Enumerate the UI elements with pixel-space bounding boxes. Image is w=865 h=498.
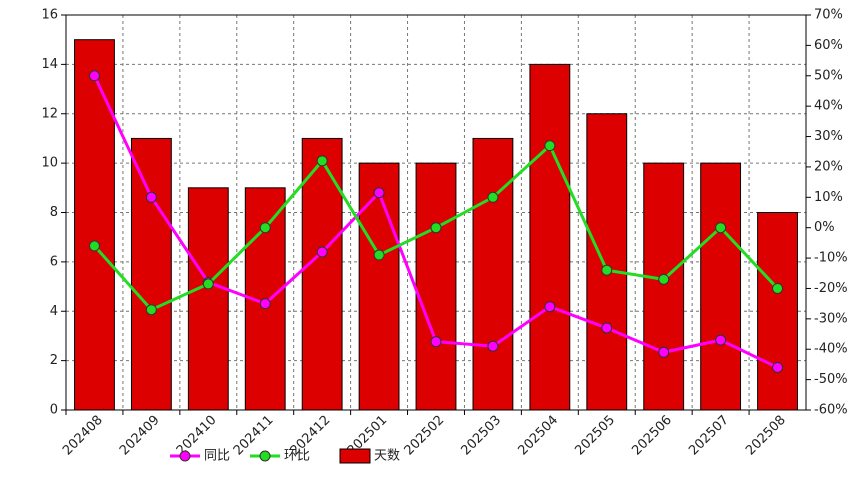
y-tick-label: 10 — [41, 156, 58, 171]
y-tick-label: 6 — [50, 254, 58, 269]
y2-tick-label: 10% — [814, 190, 843, 205]
line-marker — [259, 298, 271, 310]
bar — [586, 113, 628, 411]
legend-label: 同比 — [204, 449, 230, 464]
line-marker — [715, 334, 727, 346]
y2-tick-label: 50% — [814, 68, 843, 83]
y2-tick-label: -10% — [814, 251, 848, 266]
x-tick-label: 202502 — [402, 413, 448, 459]
x-tick-label: 202504 — [515, 413, 561, 459]
x-tick-label: 202508 — [743, 413, 789, 459]
legend-swatch — [339, 448, 371, 464]
bar — [358, 162, 400, 411]
line-marker — [487, 191, 499, 203]
legend-marker — [259, 450, 271, 462]
line-marker — [715, 222, 727, 234]
y2-tick-label: 60% — [814, 38, 843, 53]
line-marker — [316, 155, 328, 167]
line-marker — [772, 282, 784, 294]
x-tick-label: 202411 — [231, 413, 277, 459]
line-marker — [601, 322, 613, 334]
y2-tick-label: -50% — [814, 372, 848, 387]
x-tick-label: 202506 — [629, 413, 675, 459]
y-tick-label: 8 — [50, 205, 58, 220]
line-marker — [658, 346, 670, 358]
bar — [74, 39, 115, 411]
y-tick-label: 0 — [50, 403, 58, 418]
y2-tick-label: 70% — [814, 8, 843, 23]
line-marker — [373, 187, 385, 199]
line-marker — [430, 222, 442, 234]
y2-tick-label: -60% — [814, 403, 848, 418]
line-marker — [487, 340, 499, 352]
line-marker — [373, 249, 385, 261]
plot-frame — [65, 14, 807, 411]
x-tick-label: 202505 — [572, 413, 618, 459]
y2-tick-label: 40% — [814, 99, 843, 114]
y-tick-label: 4 — [50, 304, 58, 319]
legend-label: 天数 — [374, 449, 400, 464]
x-tick-label: 202408 — [60, 413, 106, 459]
y2-tick-label: 30% — [814, 129, 843, 144]
y2-tick-label: 20% — [814, 159, 843, 174]
bar — [472, 137, 514, 411]
bar — [130, 137, 172, 411]
y2-tick-label: -40% — [814, 342, 848, 357]
line-marker — [544, 140, 556, 152]
y-tick-label: 14 — [41, 57, 58, 72]
bar — [643, 162, 685, 411]
line-marker — [601, 264, 613, 276]
y2-tick-label: 0% — [814, 220, 835, 235]
line-marker — [259, 222, 271, 234]
y2-tick-label: -20% — [814, 281, 848, 296]
line-marker — [145, 304, 157, 316]
line-marker — [772, 361, 784, 373]
y-tick-label: 12 — [41, 106, 58, 121]
line-marker — [88, 240, 100, 252]
y-tick-label: 2 — [50, 353, 58, 368]
line-marker — [145, 191, 157, 203]
line-marker — [88, 70, 100, 82]
legend-marker — [179, 450, 191, 462]
y2-tick-label: -30% — [814, 311, 848, 326]
bar — [529, 63, 571, 411]
x-tick-label: 202409 — [117, 413, 163, 459]
bar — [757, 212, 798, 411]
legend-label: 环比 — [284, 449, 310, 464]
bar — [187, 187, 229, 411]
line-marker — [544, 301, 556, 313]
y-tick-label: 16 — [41, 8, 58, 23]
x-tick-label: 202507 — [686, 413, 732, 459]
line-marker — [316, 246, 328, 258]
bar — [415, 162, 457, 411]
line-marker — [430, 336, 442, 348]
bar — [700, 162, 742, 411]
line-marker — [202, 278, 214, 290]
x-tick-label: 202503 — [459, 413, 505, 459]
line-marker — [658, 273, 670, 285]
